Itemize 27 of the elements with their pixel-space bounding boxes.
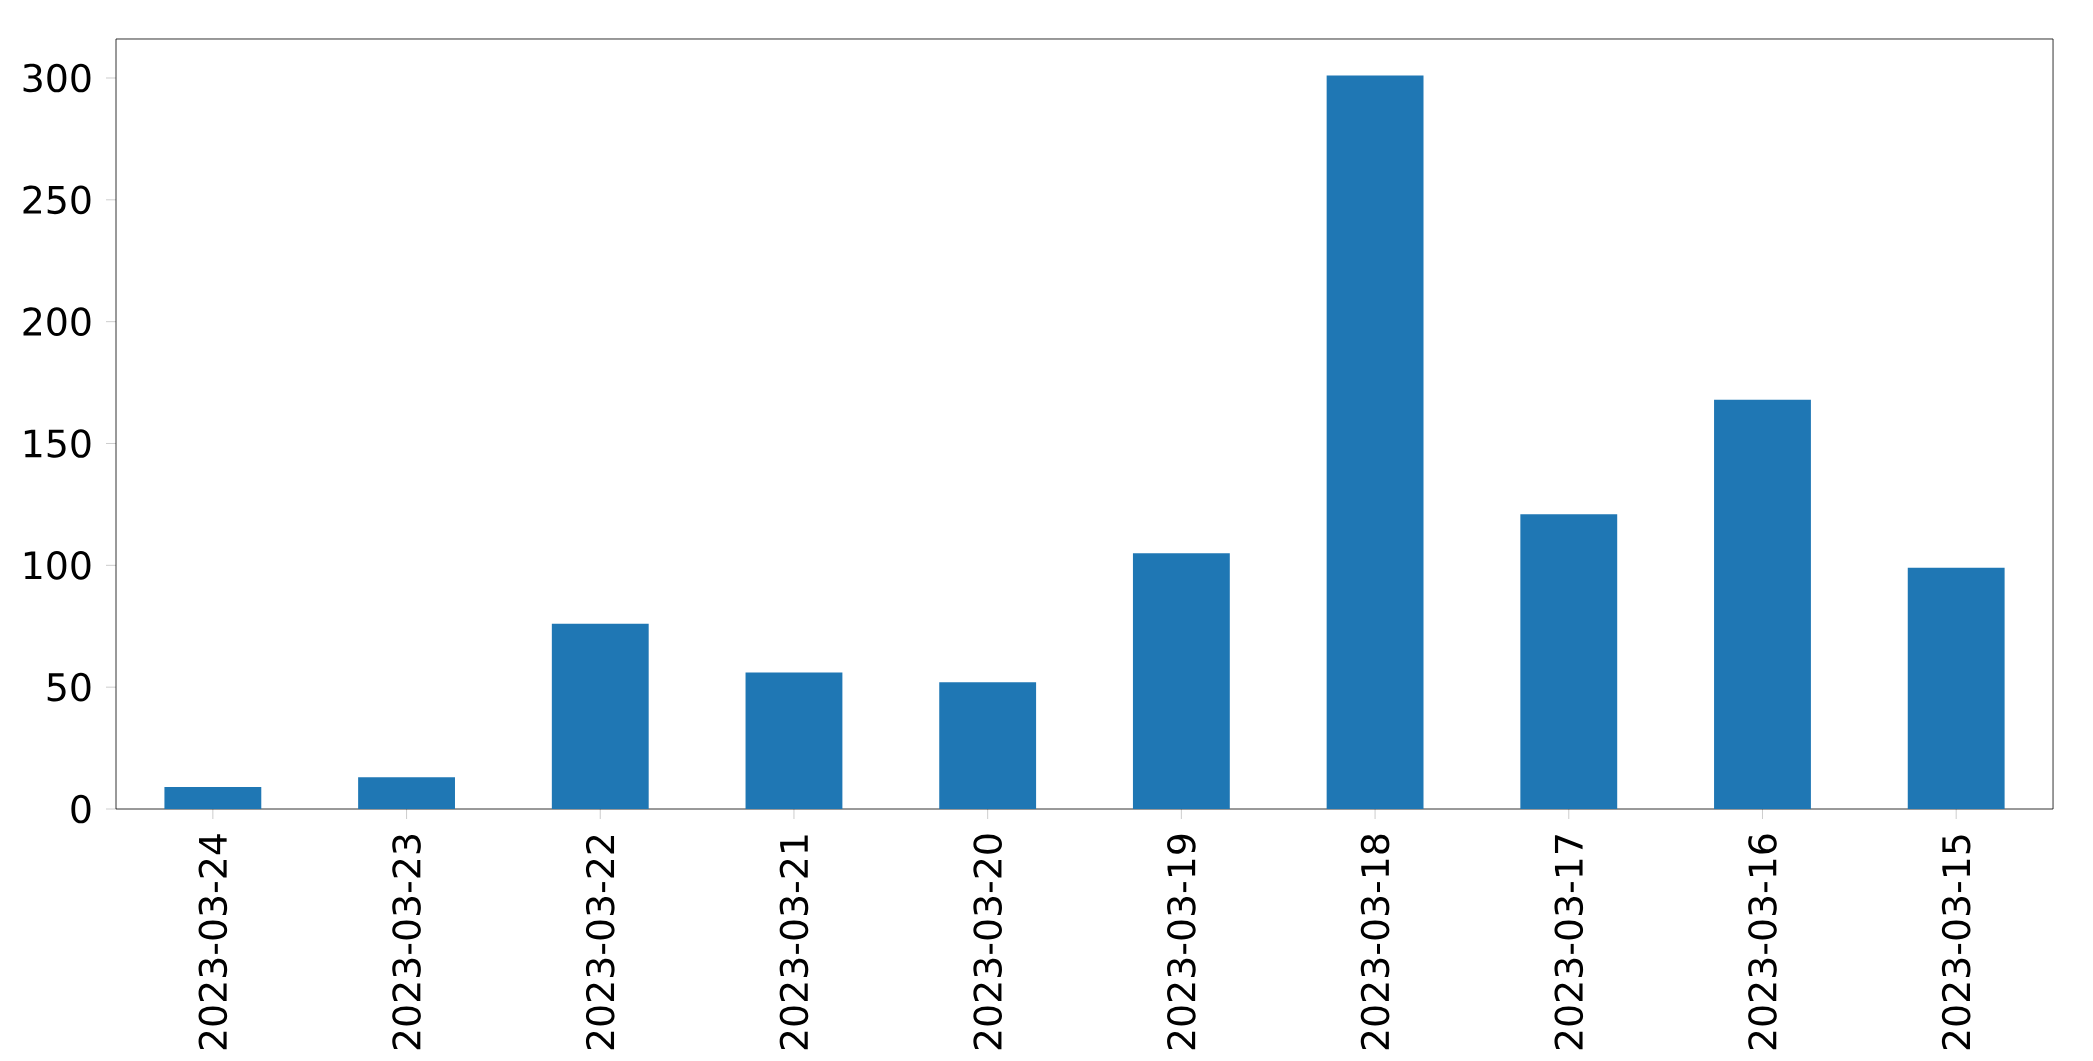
x-tick-label: 2023-03-21 — [779, 835, 809, 1050]
y-tick-label: 0 — [71, 794, 91, 824]
x-tick-label: 2023-03-23 — [392, 835, 421, 1050]
x-tick-label: 2023-03-17 — [1554, 835, 1584, 1050]
y-tick-label: 200 — [23, 307, 91, 336]
bar — [358, 777, 455, 809]
y-tick-label: 300 — [23, 63, 91, 93]
bar — [551, 623, 649, 809]
bar — [745, 672, 843, 809]
bar — [1907, 567, 2005, 809]
bar — [164, 787, 262, 809]
y-tick-label: 250 — [23, 185, 91, 215]
bar — [939, 682, 1037, 809]
x-tick-label: 2023-03-19 — [1167, 834, 1196, 1050]
x-tick-label: 2023-03-24 — [198, 834, 228, 1050]
bar — [1326, 75, 1424, 809]
bar — [1714, 399, 1811, 809]
x-tick-label: 2023-03-22 — [585, 835, 615, 1050]
x-tick-label: 2023-03-20 — [973, 834, 1002, 1050]
x-tick-label: 2023-03-15 — [1941, 835, 1971, 1050]
y-tick-label: 100 — [24, 551, 91, 580]
x-tick-label: 2023-03-18 — [1360, 834, 1390, 1050]
bar — [1132, 553, 1230, 809]
y-tick-label: 50 — [47, 672, 91, 702]
y-tick-label: 150 — [24, 429, 91, 458]
bar — [1520, 514, 1618, 809]
x-tick-label: 2023-03-16 — [1748, 834, 1777, 1050]
